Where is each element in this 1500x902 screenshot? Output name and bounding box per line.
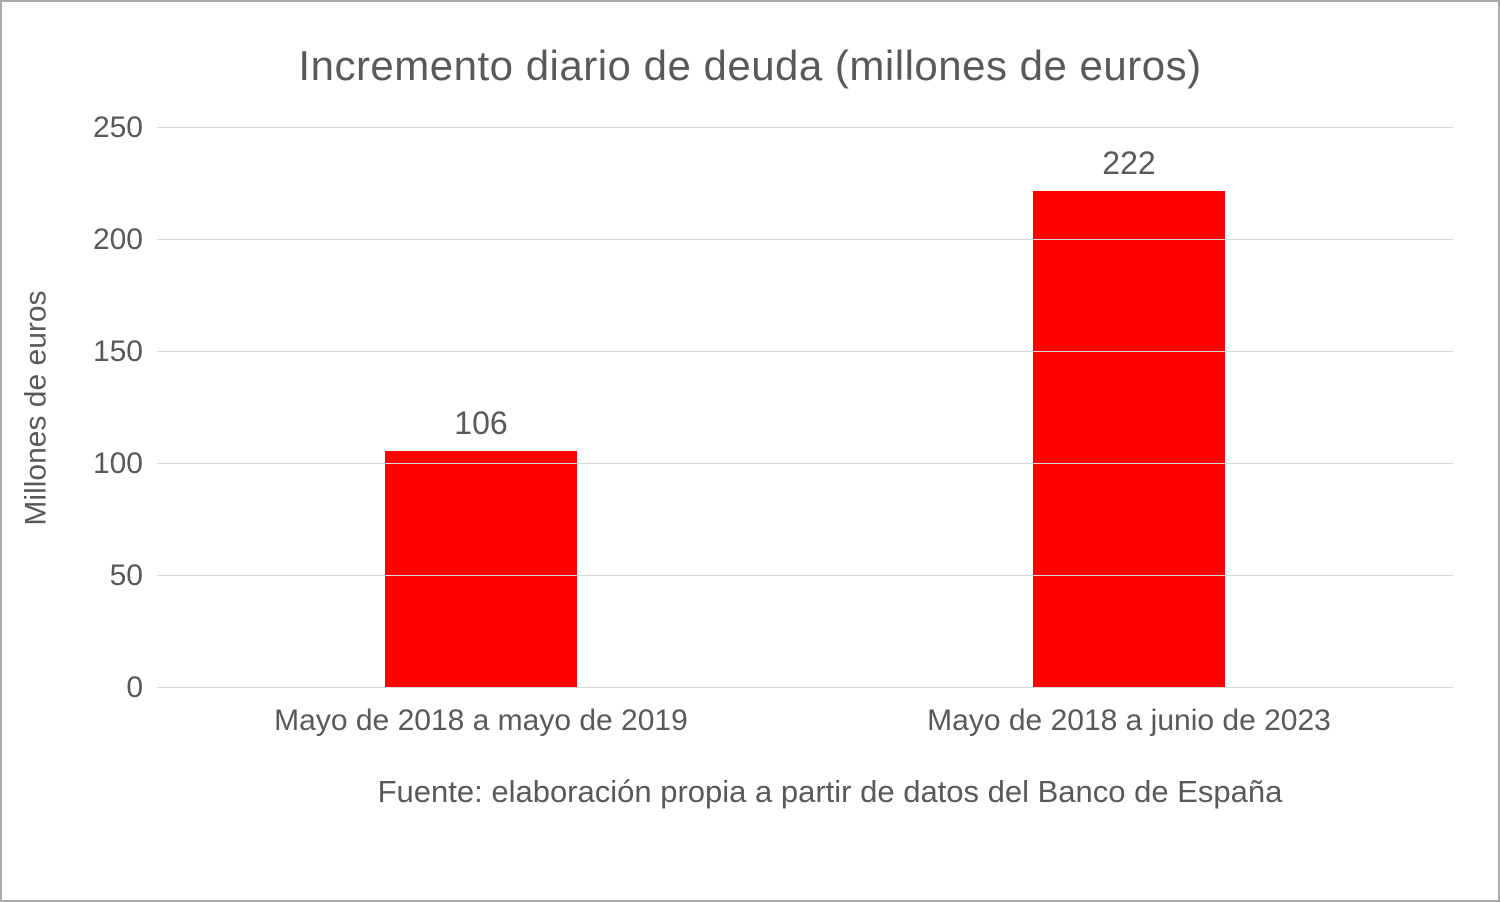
gridline xyxy=(157,127,1453,128)
bar-value-label: 106 xyxy=(454,404,508,441)
y-tick-label: 0 xyxy=(126,671,143,704)
y-tick-label: 250 xyxy=(92,111,143,144)
x-axis-category-label: Mayo de 2018 a mayo de 2019 xyxy=(274,704,688,737)
source-note: Fuente: elaboración propia a partir de d… xyxy=(377,774,1283,809)
gridline xyxy=(157,463,1453,464)
y-axis-label-column: Millones de euros xyxy=(2,128,72,688)
plot-area: 106 222 xyxy=(157,127,1453,688)
bar-value-label: 222 xyxy=(1102,144,1156,181)
y-axis-ticks: 0 50 100 150 200 250 xyxy=(72,113,157,703)
chart-title: Incremento diario de deuda (millones de … xyxy=(298,42,1202,89)
y-tick-label: 100 xyxy=(92,447,143,480)
gridline xyxy=(157,239,1453,240)
x-axis-labels: Mayo de 2018 a mayo de 2019 Mayo de 2018 … xyxy=(157,704,1453,738)
gridline xyxy=(157,687,1453,688)
bar: 106 xyxy=(385,407,577,688)
y-tick-label: 200 xyxy=(92,223,143,256)
gridline xyxy=(157,351,1453,352)
chart-body: Millones de euros 0 50 100 150 200 250 106 222 xyxy=(2,113,1498,703)
bar-slot: 222 xyxy=(805,128,1453,688)
bar: 222 xyxy=(1033,147,1225,688)
y-tick-label: 150 xyxy=(92,335,143,368)
bars-layer: 106 222 xyxy=(157,128,1453,688)
bar-slot: 106 xyxy=(157,128,805,688)
x-axis-category-label: Mayo de 2018 a junio de 2023 xyxy=(927,704,1331,737)
y-tick-label: 50 xyxy=(109,559,143,592)
y-axis-label: Millones de euros xyxy=(20,290,53,526)
gridline xyxy=(157,575,1453,576)
